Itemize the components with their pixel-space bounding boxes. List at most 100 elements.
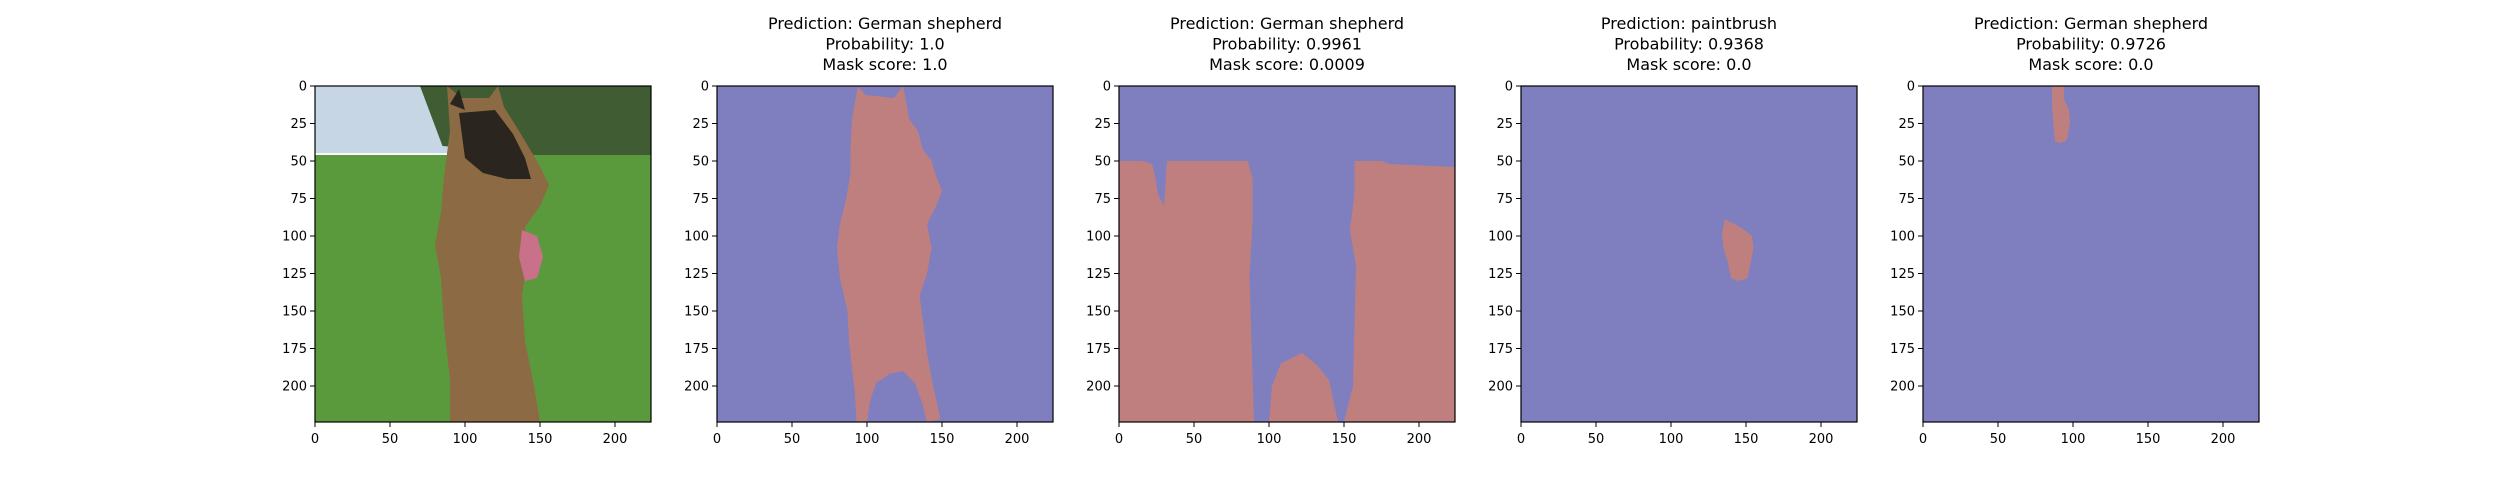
panel-title-line: Prediction: German shepherd bbox=[1974, 14, 2208, 33]
y-tick-label: 150 bbox=[1488, 305, 1513, 320]
x-tick-label: 50 bbox=[1990, 432, 2007, 447]
axes-frame bbox=[1922, 85, 2260, 423]
panel-title-line: Mask score: 1.0 bbox=[822, 55, 947, 74]
y-tick-label: 125 bbox=[1086, 267, 1111, 282]
x-tick-label: 100 bbox=[2061, 432, 2086, 447]
dog-head bbox=[459, 110, 531, 179]
plot-content bbox=[1923, 86, 2259, 422]
y-tick-label: 25 bbox=[692, 117, 709, 132]
plot-content bbox=[1119, 86, 1455, 422]
x-tick-label: 200 bbox=[1005, 432, 1030, 447]
x-tick-label: 150 bbox=[1734, 432, 1759, 447]
y-tick-label: 175 bbox=[1890, 342, 1915, 357]
axes-frame bbox=[716, 85, 1054, 423]
panel-title-line: Mask score: 0.0009 bbox=[1209, 55, 1365, 74]
y-tick-label: 150 bbox=[282, 305, 307, 320]
x-tick-label: 50 bbox=[1588, 432, 1605, 447]
y-tick-label: 25 bbox=[1898, 117, 1915, 132]
mask-region-right bbox=[1344, 161, 1455, 422]
x-tick-label: 200 bbox=[1407, 432, 1432, 447]
y-tick-label: 175 bbox=[282, 342, 307, 357]
mask-region bbox=[1722, 219, 1754, 281]
y-tick-label: 200 bbox=[1890, 380, 1915, 395]
y-tick-label: 25 bbox=[1496, 117, 1513, 132]
y-tick-label: 0 bbox=[701, 80, 709, 95]
y-tick-label: 125 bbox=[684, 267, 709, 282]
panel-title-line: Mask score: 0.0 bbox=[2028, 55, 2153, 74]
mask-region-left bbox=[1119, 161, 1254, 422]
y-tick-label: 150 bbox=[1890, 305, 1915, 320]
y-tick-label: 50 bbox=[1496, 155, 1513, 170]
panel-title-line: Prediction: German shepherd bbox=[768, 14, 1002, 33]
panel-title-line: Probability: 0.9726 bbox=[2016, 35, 2166, 54]
y-tick-label: 175 bbox=[684, 342, 709, 357]
panel-title-line: Prediction: paintbrush bbox=[1601, 14, 1777, 33]
y-tick-label: 200 bbox=[282, 380, 307, 395]
y-tick-label: 0 bbox=[299, 80, 307, 95]
axes-frame bbox=[1520, 85, 1858, 423]
y-tick-label: 0 bbox=[1505, 80, 1513, 95]
y-tick-label: 175 bbox=[1086, 342, 1111, 357]
x-tick-label: 0 bbox=[1517, 432, 1525, 447]
panel-title-line: Prediction: German shepherd bbox=[1170, 14, 1404, 33]
axes-frame bbox=[314, 85, 652, 423]
y-tick-label: 75 bbox=[290, 192, 307, 207]
x-tick-label: 0 bbox=[1919, 432, 1927, 447]
panel-title-line: Probability: 0.9961 bbox=[1212, 35, 1362, 54]
mask-region-center bbox=[1269, 353, 1338, 422]
y-tick-label: 200 bbox=[1086, 380, 1111, 395]
x-tick-label: 50 bbox=[1186, 432, 1203, 447]
y-tick-label: 100 bbox=[1086, 230, 1111, 245]
panel-title-line: Probability: 0.9368 bbox=[1614, 35, 1764, 54]
x-tick-label: 0 bbox=[713, 432, 721, 447]
y-tick-label: 200 bbox=[1488, 380, 1513, 395]
x-tick-label: 0 bbox=[1115, 432, 1123, 447]
y-tick-label: 150 bbox=[1086, 305, 1111, 320]
panel-3: Prediction: German shepherd Probability: … bbox=[1086, 14, 1456, 447]
plot-content bbox=[1521, 86, 1857, 422]
y-tick-label: 0 bbox=[1907, 80, 1915, 95]
y-tick-label: 175 bbox=[1488, 342, 1513, 357]
y-tick-label: 25 bbox=[1094, 117, 1111, 132]
axes-frame bbox=[1118, 85, 1456, 423]
plot-content bbox=[315, 86, 651, 422]
mask-background bbox=[1521, 86, 1857, 422]
x-tick-label: 150 bbox=[2136, 432, 2161, 447]
y-tick-label: 200 bbox=[684, 380, 709, 395]
panel-title-line: Mask score: 0.0 bbox=[1626, 55, 1751, 74]
panel-2: Prediction: German shepherd Probability: … bbox=[684, 14, 1054, 447]
x-tick-label: 100 bbox=[855, 432, 880, 447]
y-tick-label: 0 bbox=[1103, 80, 1111, 95]
y-tick-label: 50 bbox=[1094, 155, 1111, 170]
y-tick-label: 100 bbox=[1890, 230, 1915, 245]
panel-4: Prediction: paintbrush Probability: 0.936… bbox=[1488, 14, 1858, 447]
x-tick-label: 0 bbox=[311, 432, 319, 447]
plot-content bbox=[717, 86, 1053, 422]
panel-5: Prediction: German shepherd Probability: … bbox=[1890, 14, 2260, 447]
mask-region bbox=[837, 86, 942, 422]
y-tick-label: 75 bbox=[1094, 192, 1111, 207]
x-tick-label: 200 bbox=[2211, 432, 2236, 447]
y-tick-label: 100 bbox=[1488, 230, 1513, 245]
y-tick-label: 75 bbox=[1898, 192, 1915, 207]
y-tick-label: 125 bbox=[1488, 267, 1513, 282]
x-tick-label: 50 bbox=[784, 432, 801, 447]
y-tick-label: 50 bbox=[290, 155, 307, 170]
x-tick-label: 100 bbox=[1659, 432, 1684, 447]
x-tick-label: 150 bbox=[528, 432, 553, 447]
dog-ear bbox=[450, 89, 465, 110]
y-tick-label: 125 bbox=[282, 267, 307, 282]
x-tick-label: 150 bbox=[930, 432, 955, 447]
y-tick-label: 25 bbox=[290, 117, 307, 132]
panel-title-line: Probability: 1.0 bbox=[825, 35, 944, 54]
x-tick-label: 50 bbox=[382, 432, 399, 447]
panel-1: 0 50 100 150 200 0 25 50 75 100 125 150 175 200 bbox=[282, 80, 652, 447]
y-tick-label: 50 bbox=[692, 155, 709, 170]
y-tick-label: 150 bbox=[684, 305, 709, 320]
mask-region bbox=[2052, 86, 2070, 143]
y-tick-label: 100 bbox=[282, 230, 307, 245]
x-tick-label: 150 bbox=[1332, 432, 1357, 447]
mask-background bbox=[1923, 86, 2259, 422]
x-tick-label: 200 bbox=[603, 432, 628, 447]
